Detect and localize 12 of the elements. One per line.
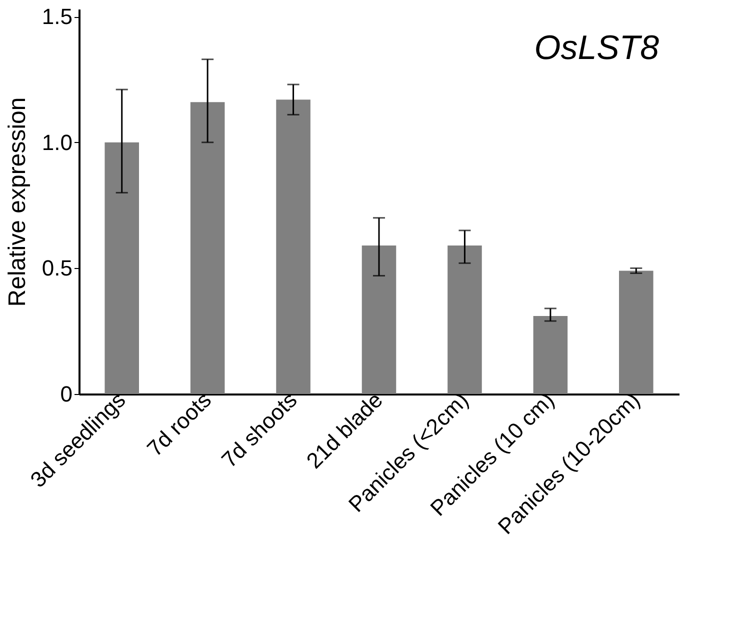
bar: [448, 246, 482, 394]
y-tick-label: 1.5: [42, 4, 72, 30]
y-tick-label: 0.5: [42, 256, 72, 281]
bar: [533, 316, 568, 394]
y-tick-label: 1.0: [42, 130, 72, 155]
bar: [619, 270, 654, 394]
bar: [276, 100, 310, 394]
bar: [190, 102, 225, 394]
bar: [362, 246, 396, 394]
annotation: OsLST8: [534, 29, 660, 67]
bar: [104, 142, 139, 394]
y-axis-title: Relative expression: [4, 97, 31, 307]
